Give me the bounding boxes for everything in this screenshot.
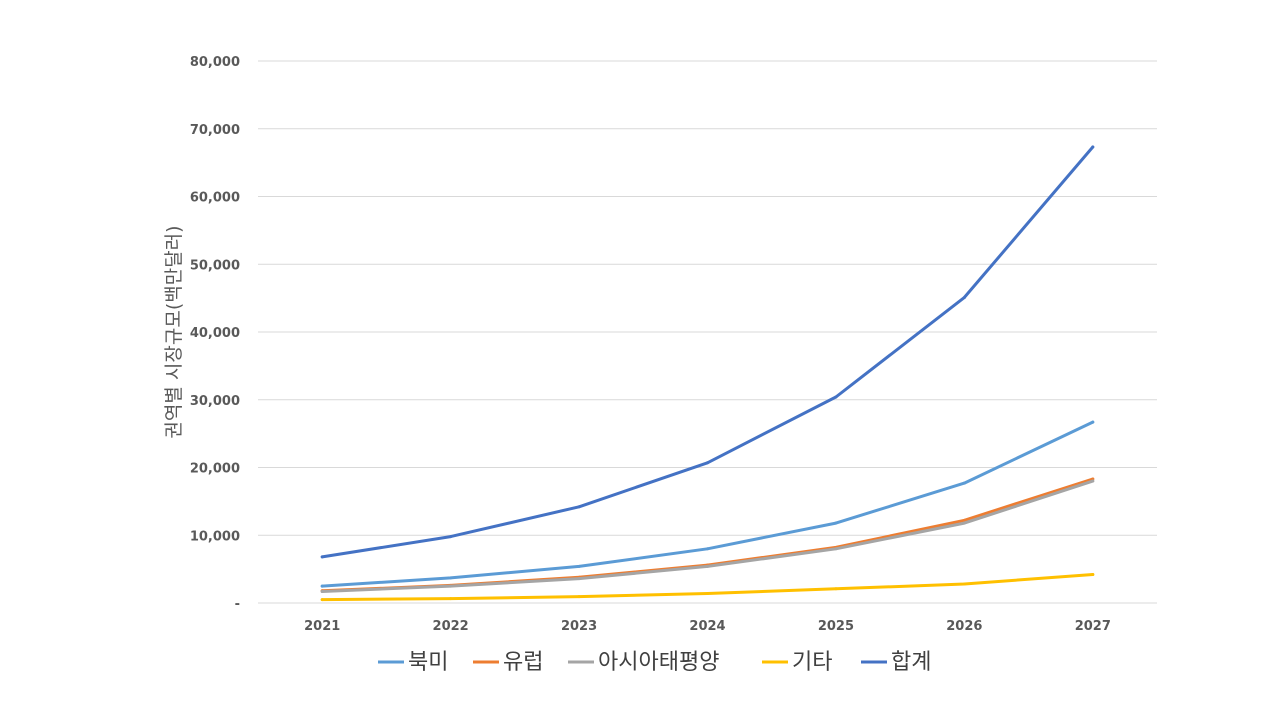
legend: 북미 유럽 아시아태평양 기타 합계	[378, 650, 931, 675]
y-tick-label: 40,000	[190, 326, 240, 341]
data-point	[834, 395, 838, 399]
data-point	[706, 564, 709, 568]
data-point	[320, 584, 324, 588]
series-line	[320, 420, 1095, 588]
y-tick-label: 60,000	[190, 191, 240, 206]
data-point	[449, 597, 453, 601]
legend-label: 유럽	[503, 650, 543, 675]
legend-label: 기타	[792, 650, 832, 675]
y-tick-label: 80,000	[190, 55, 240, 70]
series-lines	[320, 145, 1095, 602]
data-point	[1091, 479, 1095, 483]
data-point	[1091, 573, 1095, 577]
data-point	[449, 584, 453, 588]
data-point	[577, 595, 581, 599]
data-point	[320, 589, 324, 593]
x-tick-label: 2027	[1075, 619, 1111, 634]
data-point	[962, 481, 966, 485]
data-point	[1091, 420, 1095, 424]
x-tick-label: 2022	[433, 619, 469, 634]
data-point	[962, 295, 966, 299]
y-tick-label: 10,000	[190, 529, 240, 544]
data-point	[449, 576, 453, 580]
x-tick-label: 2023	[561, 619, 597, 634]
data-point	[1091, 145, 1095, 149]
data-point	[577, 564, 581, 568]
legend-label: 아시아태평양	[598, 650, 719, 675]
data-point	[320, 598, 324, 602]
y-tick-label: 70,000	[190, 123, 240, 138]
y-tick-label: 20,000	[190, 462, 240, 477]
y-axis-ticks: - 10,000 20,000 30,000 40,000 50,000 60,000 70,…	[190, 55, 240, 612]
x-tick-label: 2024	[689, 619, 725, 634]
legend-label: 합계	[891, 650, 931, 675]
data-point	[834, 547, 838, 551]
gridlines	[258, 60, 1157, 604]
y-tick-label: 50,000	[190, 258, 240, 273]
data-point	[449, 535, 453, 539]
data-point	[320, 555, 324, 559]
data-point	[706, 592, 709, 596]
x-axis-ticks: 2021 2022 2023 2024 2025 2026 2027	[304, 619, 1111, 634]
legend-label: 북미	[408, 650, 448, 675]
data-point	[706, 547, 709, 551]
y-axis-label: 권역별 시장규모(백만달러)	[163, 225, 185, 438]
data-point	[834, 521, 838, 525]
data-point	[706, 461, 709, 465]
series-line	[320, 479, 1095, 593]
x-tick-label: 2021	[304, 619, 340, 634]
data-point	[962, 518, 966, 522]
y-tick-label: -	[235, 597, 240, 612]
y-tick-label: 30,000	[190, 394, 240, 409]
series-line	[320, 145, 1095, 559]
data-point	[962, 582, 966, 586]
x-tick-label: 2025	[818, 619, 854, 634]
data-point	[577, 577, 581, 581]
data-point	[962, 521, 966, 525]
x-tick-label: 2026	[946, 619, 982, 634]
data-point	[577, 505, 581, 509]
data-point	[834, 587, 838, 591]
